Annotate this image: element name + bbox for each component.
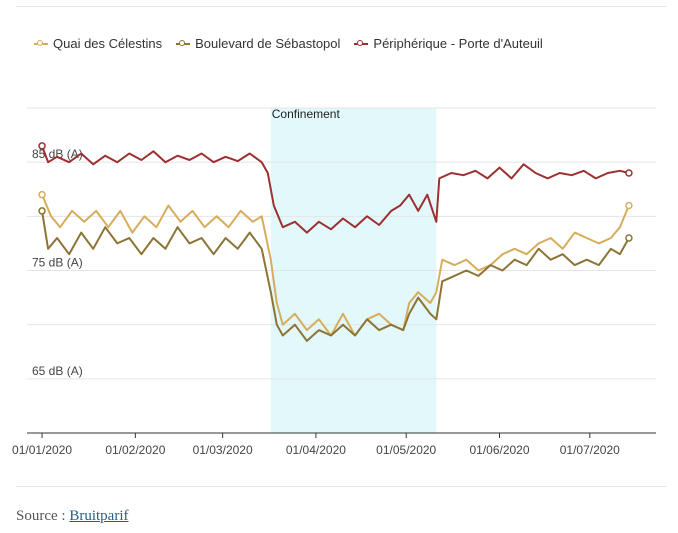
legend-label-quai: Quai des Célestins [53, 36, 163, 51]
legend-item-periph[interactable]: Périphérique - Porte d'Auteuil [354, 36, 543, 51]
series-start-point-quai [38, 190, 46, 199]
source-credit: Source : Bruitparif [16, 508, 128, 525]
source-link[interactable]: Bruitparif [69, 508, 129, 524]
series-end-point-boulevard [625, 234, 633, 242]
confinement-label: Confinement [272, 107, 341, 121]
legend-item-boulevard[interactable]: Boulevard de Sébastopol [176, 36, 340, 51]
top-rule [16, 6, 666, 7]
x-tick-label: 01/01/2020 [12, 443, 72, 457]
series-line-periph [41, 145, 630, 234]
legend-swatch-periph [354, 39, 369, 49]
legend-swatch-quai [34, 39, 48, 49]
series-end-point-quai [625, 201, 633, 210]
series-line-boulevard [41, 210, 630, 342]
legend-item-quai[interactable]: Quai des Célestins [34, 36, 162, 51]
x-tick-label: 01/04/2020 [286, 443, 346, 457]
bottom-rule [16, 486, 666, 487]
chart-legend: Quai des Célestins Boulevard de Sébastop… [34, 36, 543, 51]
series-start-point-periph [38, 142, 46, 150]
x-tick-label: 01/06/2020 [469, 443, 529, 457]
series-end-point-periph [625, 169, 633, 177]
legend-swatch-boulevard [176, 39, 191, 49]
y-tick-label: 65 dB (A) [32, 364, 83, 378]
y-tick-label: 75 dB (A) [32, 256, 83, 270]
x-tick-label: 01/02/2020 [105, 443, 165, 457]
legend-label-boulevard: Boulevard de Sébastopol [195, 36, 341, 51]
series-line-quai [41, 194, 630, 337]
source-prefix: Source : [16, 508, 66, 524]
series-start-point-boulevard [38, 207, 46, 215]
x-tick-label: 01/03/2020 [193, 443, 253, 457]
x-tick-label: 01/07/2020 [560, 443, 620, 457]
x-tick-label: 01/05/2020 [376, 443, 436, 457]
legend-label-periph: Périphérique - Porte d'Auteuil [373, 36, 543, 51]
